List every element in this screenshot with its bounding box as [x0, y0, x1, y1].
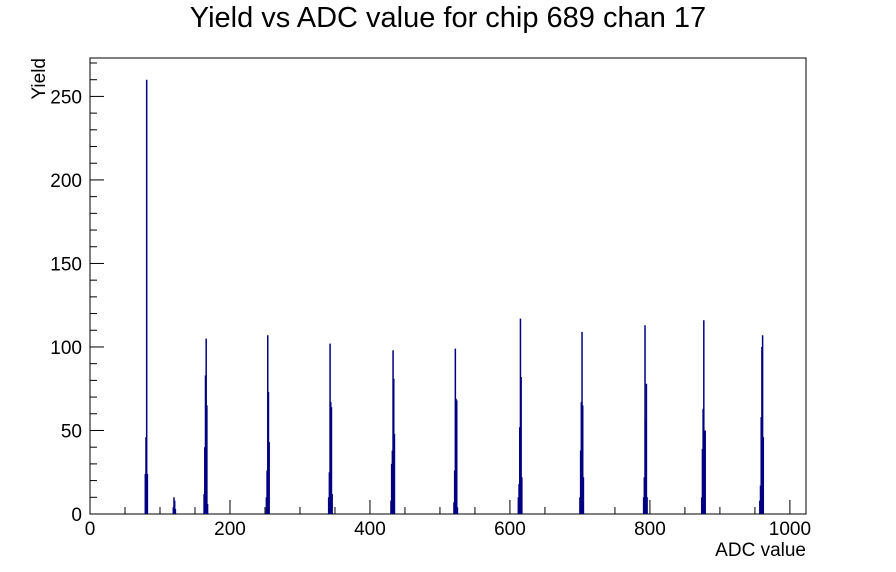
y-tick-label: 50: [61, 421, 82, 442]
y-tick-label: 0: [71, 505, 82, 526]
x-tick-label: 400: [354, 519, 386, 540]
y-tick-label: 100: [50, 338, 82, 359]
x-axis-title: ADC value: [715, 540, 806, 561]
tick-labels: 0 200 400 600 800 1000 0 50 100 150 200 250: [50, 87, 811, 540]
major-ticks: [89, 95, 791, 515]
y-axis-title: Yield: [29, 58, 50, 100]
x-tick-label: 800: [634, 519, 666, 540]
x-tick-label: 600: [494, 519, 526, 540]
x-tick-label: 0: [85, 519, 96, 540]
plot-frame: [89, 57, 807, 515]
chart-title: Yield vs ADC value for chip 689 chan 17: [189, 2, 707, 34]
histogram-bars: [144, 79, 765, 514]
y-tick-label: 150: [50, 254, 82, 275]
y-tick-label: 250: [50, 87, 82, 108]
x-tick-label: 1000: [769, 519, 811, 540]
x-tick-label: 200: [214, 519, 246, 540]
y-tick-label: 200: [50, 171, 82, 192]
minor-ticks: [90, 62, 756, 514]
